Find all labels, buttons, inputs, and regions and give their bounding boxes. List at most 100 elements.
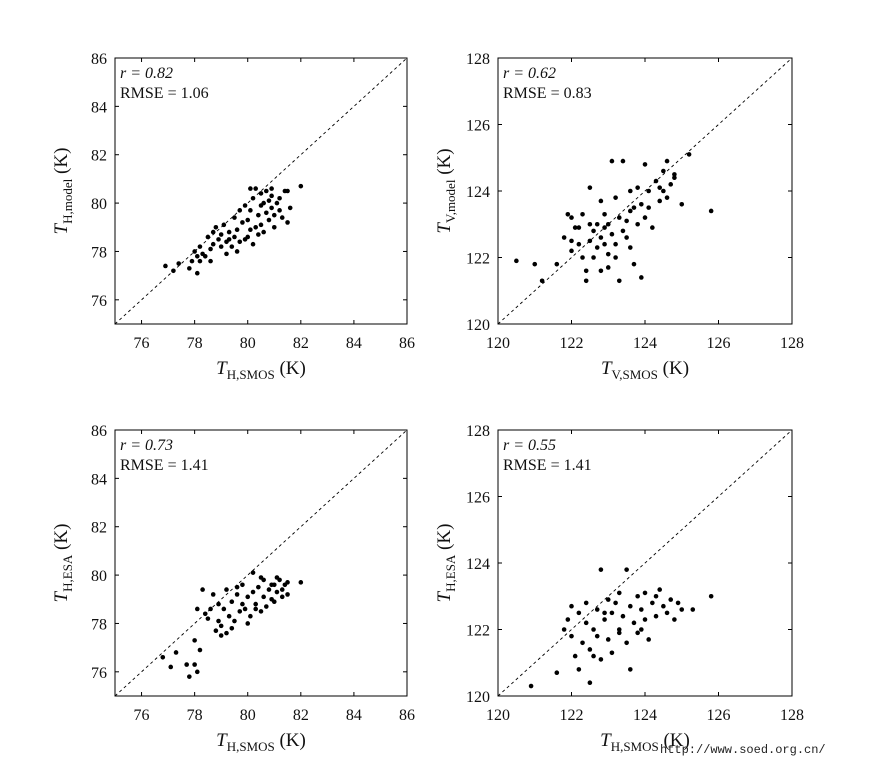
- panel-1-data-point: [208, 258, 213, 264]
- panel-3-data-point: [168, 664, 174, 670]
- panel-3-ytick-label: 78: [91, 616, 107, 633]
- panel-4-data-point: [594, 607, 600, 612]
- panel-3-data-point: [160, 655, 166, 660]
- panel-2-data-point: [569, 248, 574, 254]
- panel-3-xtick-label: 82: [293, 707, 309, 724]
- panel-3-data-point: [194, 606, 200, 612]
- panel-1-data-point: [234, 227, 240, 232]
- panel-4-data-point: [668, 597, 674, 602]
- panel-4-ytick-label: 122: [466, 623, 490, 640]
- panel-4-data-point: [631, 620, 637, 626]
- panel-2-ytick-label: 124: [466, 184, 490, 201]
- panel-2-data-point: [661, 168, 666, 174]
- panel-1: 76 78 80 82 84 86 76 78 80 82 84 86 r = 0.82 RMSE = 1…: [51, 51, 415, 382]
- panel-2-data-point: [569, 215, 574, 220]
- panel-2-ytick-label: 128: [466, 51, 490, 68]
- panel-2-xtick-label: 126: [707, 335, 731, 352]
- panel-3-data-point: [221, 606, 227, 612]
- panel-1-data-point: [271, 212, 277, 218]
- panel-3-data-point: [173, 650, 179, 655]
- panel-2-data-point: [587, 238, 593, 244]
- panel-1-data-point: [269, 186, 274, 191]
- panel-1-data-point: [226, 229, 232, 235]
- panel-1-data-point: [242, 203, 248, 208]
- panel-4-data-point: [613, 600, 618, 606]
- panel-4-data-point: [635, 593, 640, 599]
- panel-4-one-to-one-line: [497, 429, 793, 697]
- panel-3-data-point: [242, 606, 248, 612]
- panel-2-data-point: [672, 172, 677, 177]
- panel-3-data-point: [232, 618, 237, 624]
- panel-3-data-point: [248, 613, 253, 619]
- panel-2-data-point: [514, 258, 519, 264]
- panel-1-data-point: [285, 220, 290, 225]
- panel-1-data-point: [240, 220, 245, 225]
- panel-4-data-point: [569, 633, 574, 639]
- panel-3-data-point: [298, 580, 304, 585]
- panel-1-data-point: [245, 234, 251, 240]
- panel-3-data-point: [187, 674, 192, 679]
- panel-1-data-point: [264, 210, 269, 216]
- panel-1-data-point: [210, 241, 216, 247]
- panel-1-data-point: [208, 246, 213, 252]
- panel-2-data-point: [532, 261, 538, 267]
- panel-2-data-point: [620, 158, 626, 164]
- panel-2-data-point: [598, 268, 604, 274]
- panel-2-data-point: [554, 261, 560, 267]
- panel-4-data-point: [642, 590, 648, 596]
- panel-4-data-point: [661, 603, 666, 609]
- panel-1-xtick-label: 86: [399, 335, 415, 352]
- panel-2-data-point: [594, 245, 600, 250]
- panel-4-data-point: [657, 587, 662, 592]
- panel-2-data-point: [613, 195, 618, 200]
- panel-1-rmse-value: RMSE = 1.06: [120, 85, 209, 102]
- panel-4-data-point: [616, 590, 622, 596]
- panel-3-data-point: [285, 580, 290, 585]
- panel-3-xtick-label: 78: [187, 707, 203, 724]
- panel-3-ytick-label: 80: [91, 568, 107, 585]
- panel-4-xtick-label: 126: [707, 707, 731, 724]
- panel-1-data-point: [271, 224, 277, 230]
- panel-2-data-point: [583, 268, 589, 274]
- panel-3-ytick-label: 76: [91, 665, 107, 682]
- panel-4-data-point: [528, 683, 534, 689]
- panel-1-data-point: [256, 212, 261, 218]
- panel-4-data-point: [672, 617, 677, 622]
- panel-3-data-point: [271, 599, 277, 604]
- panel-3-data-point: [274, 589, 280, 595]
- panel-2-data-point: [594, 221, 600, 227]
- panel-2-one-to-one-line: [497, 57, 793, 325]
- panel-2-xtick-label: 128: [780, 335, 804, 352]
- panel-3-rmse-value: RMSE = 1.41: [120, 457, 209, 474]
- panel-3-data-point: [258, 609, 264, 614]
- panel-2-data-point: [613, 241, 618, 247]
- panel-2-data-point: [587, 185, 593, 190]
- panel-2-data-point: [602, 225, 607, 230]
- panel-4-data-point: [576, 610, 582, 616]
- panel-4-data-point: [587, 680, 593, 685]
- panel-4-data-point: [598, 567, 604, 572]
- panel-1-data-point: [266, 217, 272, 223]
- panel-3-data-point: [266, 587, 272, 592]
- panel-2-data-point: [628, 208, 633, 214]
- panel-4-data-point: [616, 627, 622, 632]
- panel-1-data-point: [261, 229, 266, 235]
- panel-3-data-point: [213, 628, 219, 634]
- panel-4-data-point: [609, 610, 615, 616]
- panel-3-data-point: [200, 587, 205, 592]
- panel-4-xlabel: TH,SMOS (K): [600, 730, 690, 754]
- panel-2-data-point: [672, 175, 677, 180]
- panel-2-data-point: [639, 202, 644, 207]
- panel-1-data-point: [264, 188, 269, 194]
- panel-3-xtick-label: 76: [134, 707, 150, 724]
- panel-1-data-point: [226, 237, 232, 242]
- panel-2-data-point: [624, 218, 629, 224]
- panel-3-data-point: [194, 669, 200, 675]
- panel-2-data-point: [580, 255, 585, 260]
- panel-1-data-point: [274, 200, 280, 206]
- panel-2-data-point: [631, 205, 637, 210]
- panel-3-data-point: [229, 625, 235, 631]
- panel-4-data-point: [572, 653, 578, 659]
- panel-4-data-point: [624, 567, 629, 572]
- panel-3-data-point: [253, 606, 258, 612]
